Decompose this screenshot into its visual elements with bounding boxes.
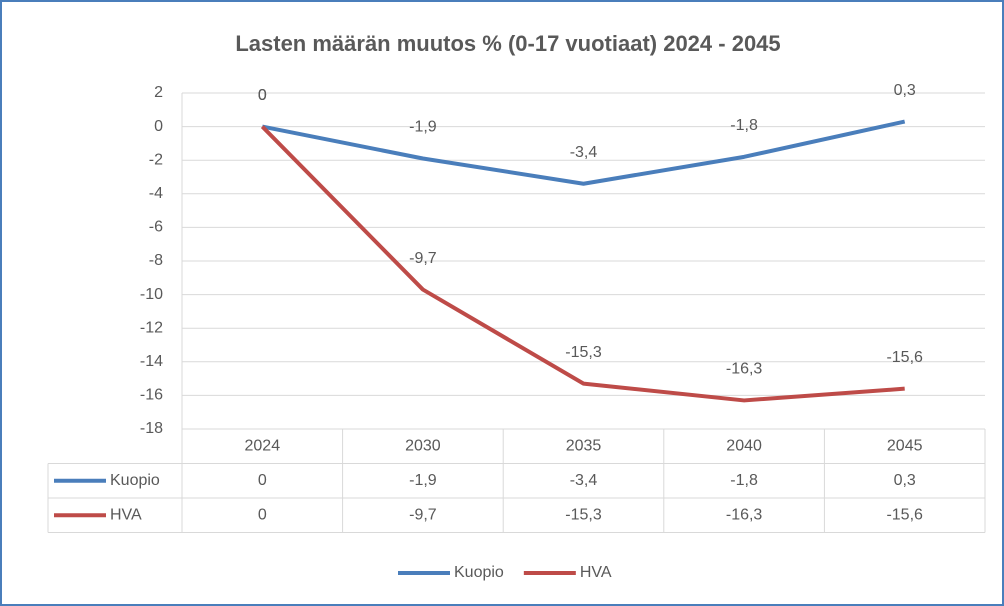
data-label: 0,3 <box>894 82 916 99</box>
legend-label: HVA <box>580 564 612 581</box>
x-tick-label: 2030 <box>405 437 441 454</box>
table-cell: 0 <box>258 506 267 523</box>
table-row-label: HVA <box>110 506 142 523</box>
table-cell: -1,8 <box>730 472 758 489</box>
y-tick-label: 0 <box>154 118 163 135</box>
table-cell: -15,6 <box>886 506 923 523</box>
y-tick-label: -2 <box>149 151 163 168</box>
y-tick-label: -10 <box>140 286 163 303</box>
data-label: -9,7 <box>409 250 437 267</box>
table-cell: 0 <box>258 472 267 489</box>
x-tick-label: 2035 <box>566 437 602 454</box>
y-tick-label: -14 <box>140 353 163 370</box>
series-line <box>261 119 906 186</box>
data-label: -16,3 <box>726 361 763 378</box>
y-tick-label: -16 <box>140 387 163 404</box>
table-cell: -16,3 <box>726 506 763 523</box>
x-tick-label: 2040 <box>726 437 762 454</box>
table-row-label: Kuopio <box>110 472 160 489</box>
chart-title: Lasten määrän muutos % (0-17 vuotiaat) 2… <box>235 31 780 56</box>
data-label: -3,4 <box>570 144 598 161</box>
data-label: 0 <box>258 87 267 104</box>
y-tick-label: -4 <box>149 185 163 202</box>
table-cell: -15,3 <box>565 506 602 523</box>
y-tick-label: -6 <box>149 219 163 236</box>
y-tick-label: -12 <box>140 319 163 336</box>
y-tick-label: -8 <box>149 252 163 269</box>
data-label: 0 <box>258 87 267 104</box>
legend-label: Kuopio <box>454 564 504 581</box>
table-cell: -3,4 <box>570 472 598 489</box>
x-tick-label: 2024 <box>245 437 281 454</box>
table-cell: -1,9 <box>409 472 437 489</box>
y-tick-label: -18 <box>140 420 163 437</box>
x-tick-label: 2045 <box>887 437 923 454</box>
data-label: -1,9 <box>409 119 437 136</box>
series-line <box>260 125 905 403</box>
y-tick-label: 2 <box>154 84 163 101</box>
data-label: -15,6 <box>886 349 923 366</box>
data-label: -1,8 <box>730 117 758 134</box>
data-label: -15,3 <box>565 344 602 361</box>
table-cell: -9,7 <box>409 506 437 523</box>
table-cell: 0,3 <box>894 472 916 489</box>
